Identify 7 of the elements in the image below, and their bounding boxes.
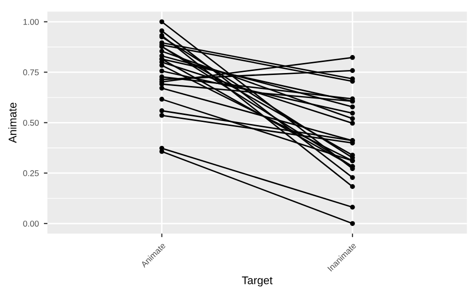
y-tick-label: 0.50 [23,120,39,126]
x-axis-title: Target [242,276,273,286]
y-tick-label: 0.25 [23,170,39,176]
y-tick-label: 1.00 [23,18,39,25]
y-axis-title: Animate [8,102,16,143]
y-tick-label: 0.00 [23,220,39,227]
y-tick-label: 0.75 [23,69,39,76]
